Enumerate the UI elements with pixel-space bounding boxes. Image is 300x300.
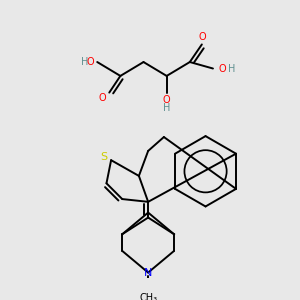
Text: O: O — [163, 95, 170, 105]
Text: O: O — [198, 32, 206, 42]
Text: S: S — [100, 152, 107, 162]
Text: O: O — [218, 64, 226, 74]
Text: H: H — [81, 57, 88, 67]
Text: N: N — [144, 268, 152, 278]
Text: CH₃: CH₃ — [139, 293, 157, 300]
Text: O: O — [87, 57, 94, 67]
Text: H: H — [163, 103, 170, 113]
Text: O: O — [99, 93, 106, 103]
Text: H: H — [228, 64, 235, 74]
